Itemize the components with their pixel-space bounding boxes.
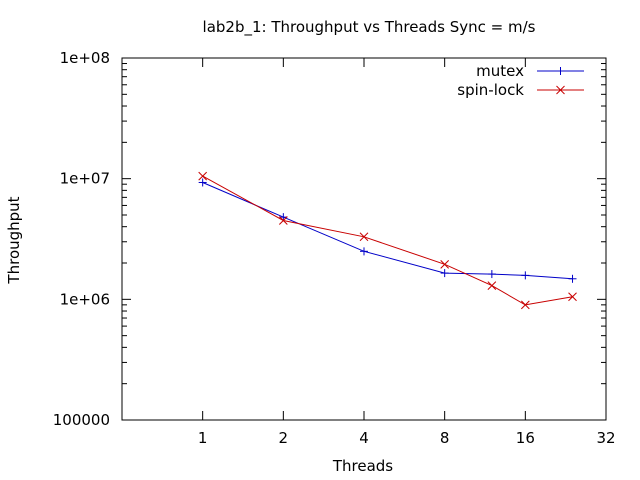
- series-mutex: [198, 178, 577, 283]
- data-point-mutex: [279, 213, 288, 222]
- x-tick-label: 1: [198, 429, 208, 447]
- x-tick-label: 16: [516, 429, 535, 447]
- data-point-spin-lock: [487, 281, 497, 290]
- data-point-spin-lock: [359, 232, 369, 242]
- x-tick-label: 32: [596, 429, 615, 447]
- legend-marker-mutex: [556, 67, 565, 75]
- y-tick-label: 1e+07: [60, 170, 110, 188]
- data-point-mutex: [487, 270, 496, 279]
- data-point-mutex: [198, 178, 207, 187]
- x-axis-label: Threads: [332, 457, 393, 475]
- legend-marker-spin-lock: [556, 85, 565, 95]
- y-axis-label: Throughput: [5, 196, 23, 284]
- series-line-mutex: [202, 182, 573, 280]
- y-tick-label: 100000: [53, 411, 110, 429]
- data-point-spin-lock: [278, 216, 288, 225]
- series-line-spin-lock: [202, 175, 573, 306]
- plot-frame: [121, 57, 607, 421]
- axis-ticks: [122, 57, 607, 421]
- data-point-spin-lock: [568, 292, 577, 302]
- legend-label-mutex: mutex: [476, 62, 524, 80]
- x-tick-label: 8: [440, 429, 450, 447]
- axis-tick-labels: 1 2 4 8 16 32 100000 1e+06 1e+07 1e+08: [53, 49, 616, 447]
- y-tick-label: 1e+08: [60, 49, 110, 67]
- y-tick-label: 1e+06: [60, 290, 110, 308]
- data-point-mutex: [521, 271, 530, 280]
- series-layer: [198, 171, 577, 310]
- data-point-spin-lock: [440, 259, 450, 269]
- data-point-mutex: [440, 269, 449, 278]
- x-tick-label: 2: [279, 429, 289, 447]
- x-tick-label: 4: [359, 429, 369, 447]
- data-point-mutex: [360, 247, 368, 256]
- legend-label-spin-lock: spin-lock: [457, 81, 524, 99]
- data-point-spin-lock: [198, 171, 208, 181]
- chart-title: lab2b_1: Throughput vs Threads Sync = m/…: [203, 18, 536, 37]
- data-point-mutex: [568, 274, 577, 283]
- data-point-spin-lock: [520, 300, 530, 310]
- series-spin-lock: [198, 171, 577, 310]
